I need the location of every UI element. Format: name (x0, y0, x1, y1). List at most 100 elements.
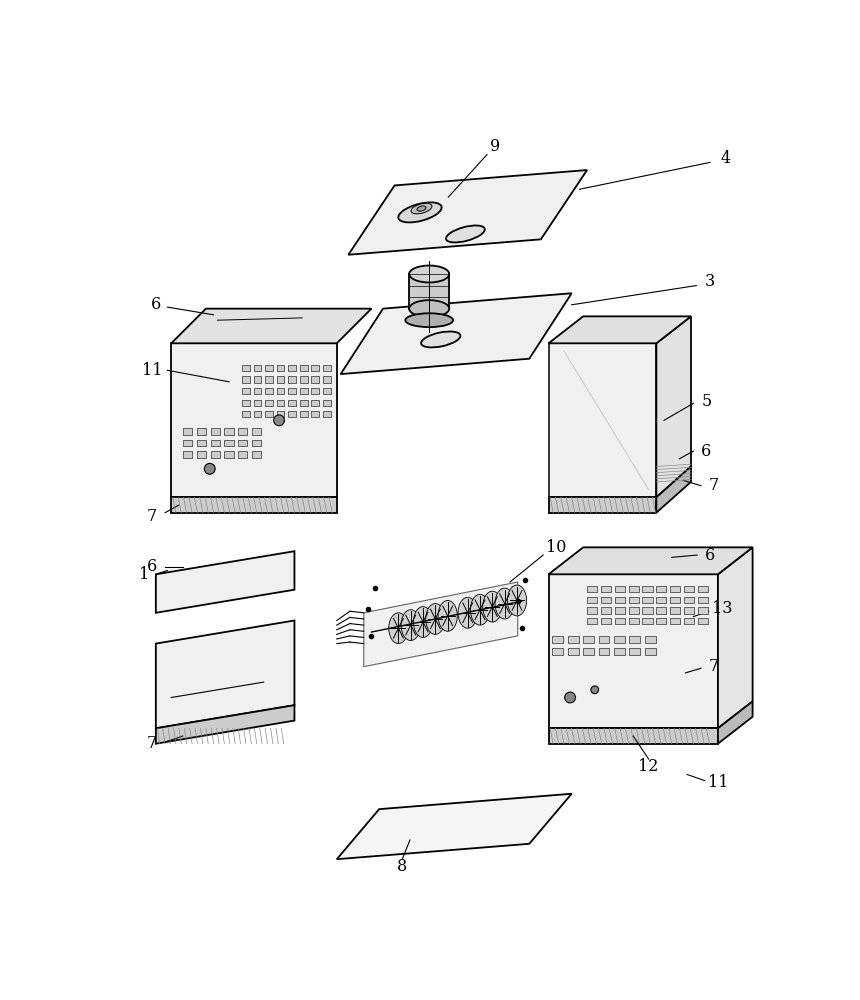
Ellipse shape (458, 597, 477, 628)
Polygon shape (568, 648, 579, 655)
Polygon shape (323, 388, 330, 394)
Polygon shape (171, 309, 372, 343)
Polygon shape (300, 411, 308, 417)
Text: 3: 3 (705, 273, 716, 290)
Polygon shape (642, 607, 653, 614)
Polygon shape (684, 618, 694, 624)
Ellipse shape (507, 585, 526, 616)
Polygon shape (601, 618, 611, 624)
Polygon shape (183, 451, 192, 458)
Polygon shape (601, 597, 611, 603)
Text: 6: 6 (701, 443, 711, 460)
Polygon shape (156, 620, 294, 728)
Polygon shape (265, 365, 273, 371)
Polygon shape (587, 618, 597, 624)
Polygon shape (549, 316, 691, 343)
Polygon shape (224, 428, 234, 435)
Polygon shape (171, 343, 337, 497)
Polygon shape (197, 451, 206, 458)
Polygon shape (300, 365, 308, 371)
Polygon shape (323, 376, 330, 383)
Polygon shape (656, 316, 691, 497)
Polygon shape (238, 440, 248, 446)
Polygon shape (348, 170, 587, 255)
Polygon shape (265, 376, 273, 383)
Polygon shape (243, 388, 249, 394)
Polygon shape (156, 705, 294, 744)
Polygon shape (670, 586, 680, 592)
Polygon shape (311, 365, 319, 371)
Text: 7: 7 (709, 658, 719, 675)
Polygon shape (409, 274, 449, 309)
Polygon shape (549, 547, 752, 574)
Polygon shape (300, 400, 308, 406)
Polygon shape (252, 451, 261, 458)
Polygon shape (265, 388, 273, 394)
Polygon shape (311, 400, 319, 406)
Ellipse shape (409, 266, 449, 282)
Polygon shape (656, 618, 667, 624)
Polygon shape (311, 411, 319, 417)
Polygon shape (254, 411, 261, 417)
Polygon shape (698, 586, 708, 592)
Ellipse shape (273, 415, 285, 426)
Polygon shape (698, 618, 708, 624)
Polygon shape (265, 411, 273, 417)
Ellipse shape (205, 463, 215, 474)
Polygon shape (583, 648, 594, 655)
Polygon shape (337, 794, 572, 859)
Polygon shape (323, 400, 330, 406)
Text: 4: 4 (721, 150, 731, 167)
Text: 6: 6 (705, 547, 716, 564)
Polygon shape (211, 451, 220, 458)
Text: 11: 11 (142, 362, 163, 379)
Polygon shape (601, 586, 611, 592)
Ellipse shape (414, 607, 433, 637)
Polygon shape (698, 597, 708, 603)
Polygon shape (277, 376, 285, 383)
Ellipse shape (482, 591, 502, 622)
Text: 9: 9 (489, 138, 500, 155)
Polygon shape (254, 388, 261, 394)
Polygon shape (583, 636, 594, 643)
Polygon shape (254, 400, 261, 406)
Text: 7: 7 (147, 735, 157, 752)
Polygon shape (224, 440, 234, 446)
Polygon shape (718, 701, 752, 744)
Text: 8: 8 (397, 858, 408, 875)
Polygon shape (629, 618, 639, 624)
Polygon shape (156, 551, 294, 613)
Polygon shape (254, 365, 261, 371)
Text: 7: 7 (709, 477, 719, 494)
Polygon shape (552, 636, 563, 643)
Text: 10: 10 (546, 539, 567, 556)
Text: 12: 12 (638, 758, 659, 775)
Ellipse shape (405, 313, 453, 327)
Polygon shape (300, 388, 308, 394)
Text: 11: 11 (708, 774, 728, 791)
Polygon shape (183, 440, 192, 446)
Ellipse shape (426, 604, 445, 634)
Polygon shape (254, 376, 261, 383)
Ellipse shape (401, 610, 421, 641)
Ellipse shape (417, 206, 426, 211)
Polygon shape (587, 586, 597, 592)
Text: 13: 13 (711, 600, 732, 617)
Polygon shape (698, 607, 708, 614)
Polygon shape (277, 411, 285, 417)
Polygon shape (615, 597, 624, 603)
Polygon shape (277, 400, 285, 406)
Polygon shape (601, 607, 611, 614)
Polygon shape (311, 376, 319, 383)
Ellipse shape (389, 613, 408, 644)
Polygon shape (243, 376, 249, 383)
Polygon shape (615, 586, 624, 592)
Polygon shape (645, 648, 655, 655)
Polygon shape (311, 388, 319, 394)
Polygon shape (277, 388, 285, 394)
Polygon shape (645, 636, 655, 643)
Polygon shape (614, 636, 624, 643)
Ellipse shape (409, 300, 449, 317)
Ellipse shape (398, 202, 442, 222)
Polygon shape (684, 586, 694, 592)
